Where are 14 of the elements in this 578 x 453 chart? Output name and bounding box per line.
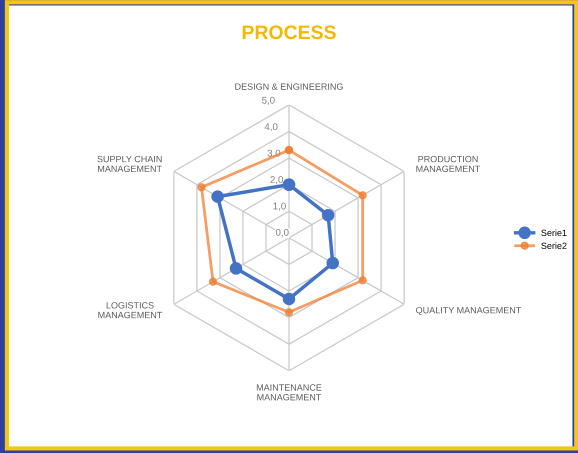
y-tick-label: 5,0: [262, 96, 275, 105]
y-tick-label: 2,0: [270, 176, 284, 184]
spoke-label: MAINTENANCE MANAGEMENT: [256, 384, 322, 400]
spoke-label: DESIGN & ENGINEERING: [235, 83, 343, 90]
spoke-label: LOGISTICS MANAGEMENT: [98, 302, 162, 318]
y-tick-label: 1,0: [273, 202, 286, 211]
y-tick-label: 4,0: [264, 123, 278, 132]
spoke-label: QUALITY MANAGEMENT: [416, 306, 522, 315]
legend-label: Serie2: [541, 242, 567, 249]
spoke-label: SUPPLY CHAIN MANAGEMENT: [97, 156, 162, 172]
spoke-label: PRODUCTION MANAGEMENT: [416, 156, 480, 172]
y-tick-label: 0,0: [276, 229, 289, 238]
chart-title: PROCESS: [242, 25, 336, 40]
legend-label: Serie1: [541, 229, 567, 236]
